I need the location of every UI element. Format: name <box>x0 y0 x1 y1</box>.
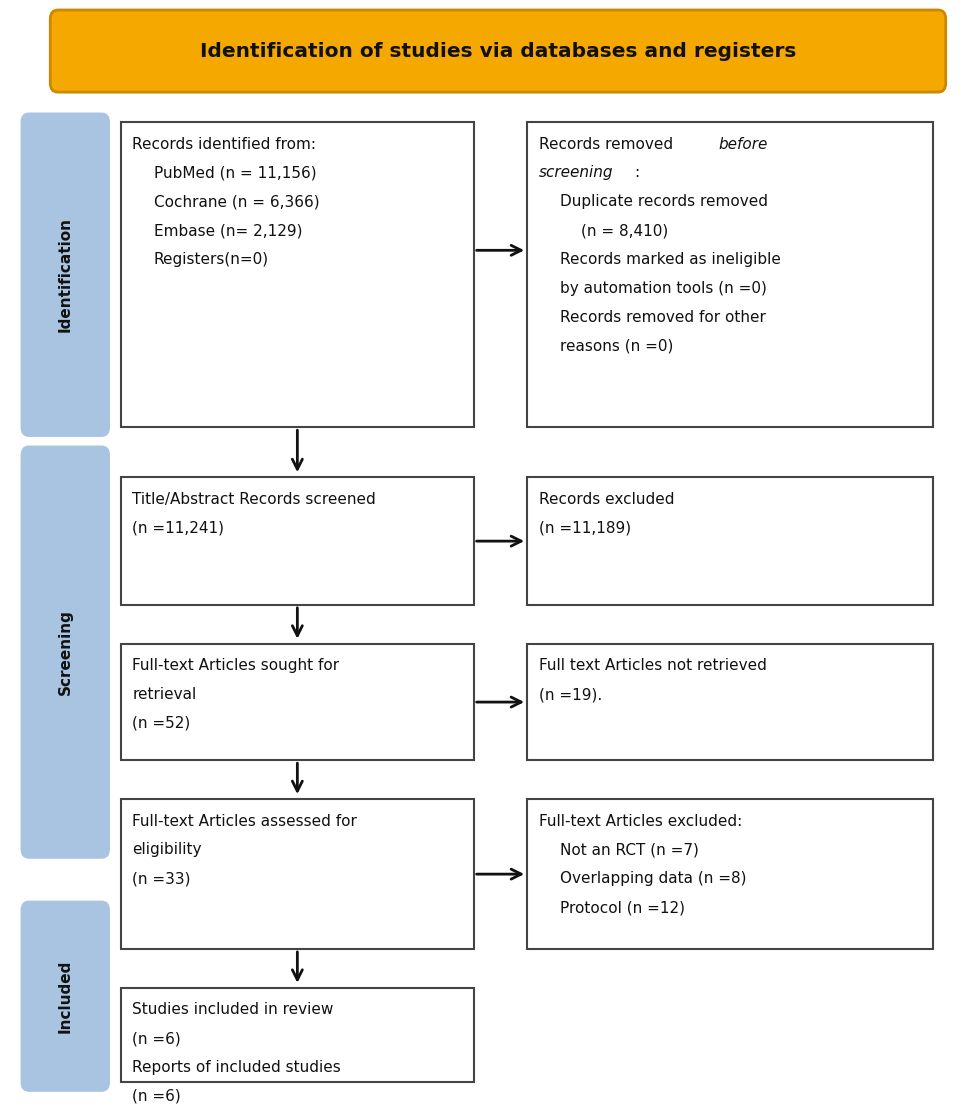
Text: Studies included in review: Studies included in review <box>132 1002 334 1018</box>
Text: reasons (n =0): reasons (n =0) <box>560 339 673 354</box>
Text: :: : <box>634 165 640 181</box>
Text: PubMed (n = 11,156): PubMed (n = 11,156) <box>154 165 316 181</box>
Text: before: before <box>718 137 768 152</box>
FancyBboxPatch shape <box>21 446 109 858</box>
Text: Records marked as ineligible: Records marked as ineligible <box>560 252 780 268</box>
FancyBboxPatch shape <box>21 113 109 436</box>
Text: Records removed for other: Records removed for other <box>560 310 766 325</box>
Text: screening: screening <box>539 165 613 181</box>
Text: (n =6): (n =6) <box>132 1089 181 1104</box>
FancyBboxPatch shape <box>527 122 933 427</box>
Text: Not an RCT (n =7): Not an RCT (n =7) <box>560 842 699 858</box>
Text: Included: Included <box>58 959 73 1033</box>
Text: Reports of included studies: Reports of included studies <box>132 1060 341 1076</box>
Text: (n =11,241): (n =11,241) <box>132 521 224 536</box>
Text: Records removed: Records removed <box>539 137 678 152</box>
Text: Duplicate records removed: Duplicate records removed <box>560 194 768 210</box>
Text: (n =33): (n =33) <box>132 871 190 887</box>
Text: Screening: Screening <box>58 609 73 695</box>
FancyBboxPatch shape <box>121 477 474 605</box>
Text: Full-text Articles excluded:: Full-text Articles excluded: <box>539 814 742 829</box>
FancyBboxPatch shape <box>121 799 474 949</box>
FancyBboxPatch shape <box>21 901 109 1091</box>
FancyBboxPatch shape <box>50 10 946 92</box>
Text: (n =11,189): (n =11,189) <box>539 521 630 536</box>
Text: (n =6): (n =6) <box>132 1031 181 1047</box>
Text: Records excluded: Records excluded <box>539 492 674 507</box>
FancyBboxPatch shape <box>121 988 474 1082</box>
Text: Full-text Articles assessed for: Full-text Articles assessed for <box>132 814 358 829</box>
Text: Records identified from:: Records identified from: <box>132 137 316 152</box>
Text: Overlapping data (n =8): Overlapping data (n =8) <box>560 871 747 887</box>
Text: retrieval: retrieval <box>132 687 196 703</box>
Text: Title/Abstract Records screened: Title/Abstract Records screened <box>132 492 376 507</box>
Text: by automation tools (n =0): by automation tools (n =0) <box>560 281 767 296</box>
Text: Full text Articles not retrieved: Full text Articles not retrieved <box>539 658 767 674</box>
FancyBboxPatch shape <box>527 644 933 760</box>
FancyBboxPatch shape <box>121 122 474 427</box>
Text: eligibility: eligibility <box>132 842 202 858</box>
Text: Protocol (n =12): Protocol (n =12) <box>560 900 685 916</box>
Text: Full-text Articles sought for: Full-text Articles sought for <box>132 658 339 674</box>
Text: Embase (n= 2,129): Embase (n= 2,129) <box>154 223 303 239</box>
FancyBboxPatch shape <box>527 477 933 605</box>
Text: Registers(n=0): Registers(n=0) <box>154 252 269 268</box>
Text: (n =19).: (n =19). <box>539 687 601 703</box>
FancyBboxPatch shape <box>121 644 474 760</box>
Text: Identification of studies via databases and registers: Identification of studies via databases … <box>200 41 796 61</box>
Text: (n =52): (n =52) <box>132 716 190 731</box>
Text: (n = 8,410): (n = 8,410) <box>581 223 668 239</box>
Text: Cochrane (n = 6,366): Cochrane (n = 6,366) <box>154 194 319 210</box>
Text: Identification: Identification <box>58 218 73 332</box>
FancyBboxPatch shape <box>527 799 933 949</box>
